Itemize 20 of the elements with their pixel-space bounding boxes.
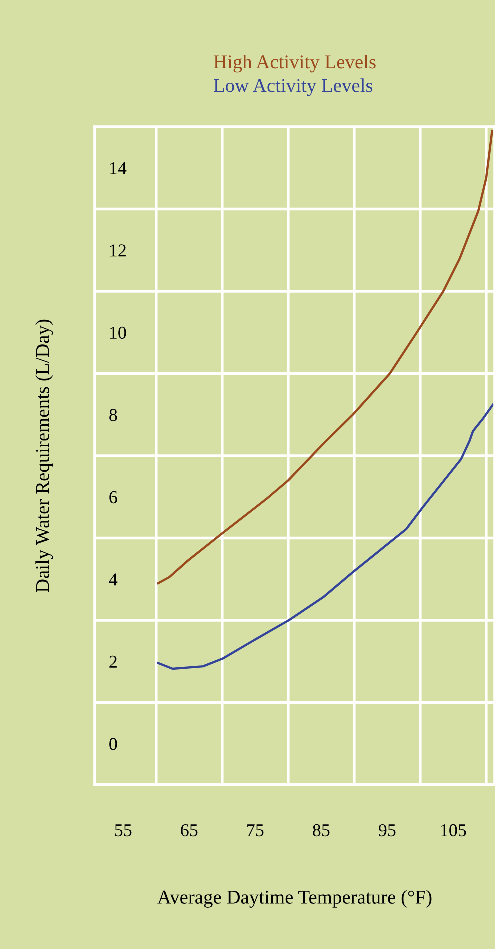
- x-tick-label: 65: [181, 824, 198, 837]
- y-tick-label: 14: [110, 162, 127, 174]
- x-tick-label: 55: [115, 824, 132, 837]
- y-tick-label: 4: [109, 574, 118, 586]
- y-tick-label: 10: [110, 326, 126, 340]
- line-series: [157, 130, 494, 585]
- x-tick-label: 75: [248, 824, 264, 837]
- y-tick-label: 2: [110, 656, 117, 668]
- y-tick-label: 0: [110, 738, 118, 750]
- x-tick-label: 105: [441, 824, 466, 837]
- text: Low Activity Levels: [214, 78, 373, 96]
- x-tick-label: 95: [378, 824, 396, 837]
- y-tick-label: 12: [110, 244, 126, 257]
- y-axis-title: Daily Water Requirements (L/Day): [36, 320, 54, 592]
- y-tick-label: 6: [110, 491, 118, 504]
- x-axis-title: Average Daytime Temperature (°F): [158, 890, 432, 908]
- y-tick-label: 8: [110, 409, 118, 422]
- line-series: [157, 404, 494, 670]
- x-tick-label: 85: [313, 824, 330, 837]
- text: High Activity Levels: [214, 55, 376, 73]
